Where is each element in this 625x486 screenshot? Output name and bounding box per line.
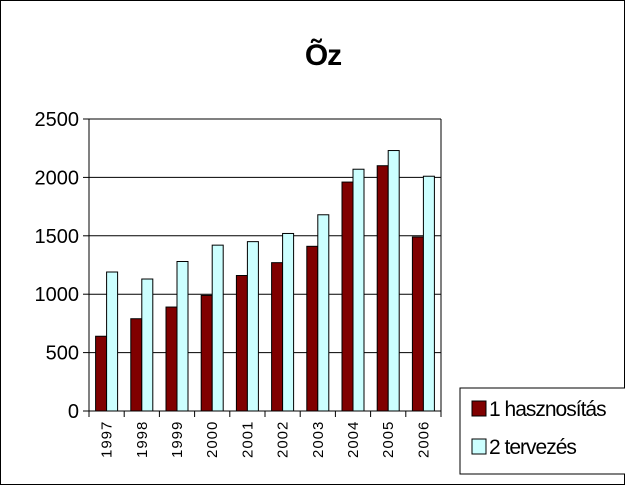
bar-1-hasznos-t-s-2006 bbox=[411, 236, 424, 412]
bar-1-hasznos-t-s-2000 bbox=[200, 294, 213, 412]
legend-label: 2 tervezés bbox=[489, 436, 576, 459]
y-tick-label: 2000 bbox=[35, 167, 80, 189]
legend: 1 hasznosítás 2 tervezés bbox=[459, 387, 625, 475]
x-tick-labels: 1997 1998 1999 2000 2001 2002 2003 2004 2005 2006 bbox=[99, 421, 433, 458]
bar-2-tervez-s-1998 bbox=[141, 278, 154, 412]
x-tick-label: 1999 bbox=[169, 421, 186, 458]
bar-2-tervez-s-2000 bbox=[211, 244, 224, 412]
y-tick-label: 0 bbox=[68, 401, 79, 423]
legend-box bbox=[459, 387, 625, 475]
y-tick-label: 1000 bbox=[35, 284, 80, 306]
bar-2-tervez-s-1997 bbox=[106, 271, 119, 412]
legend-swatch bbox=[471, 438, 487, 455]
bar-2-tervez-s-2003 bbox=[317, 214, 330, 412]
bars bbox=[95, 150, 435, 412]
x-tick-label: 1997 bbox=[99, 421, 116, 458]
bar-1-hasznos-t-s-2001 bbox=[235, 275, 248, 412]
bar-2-tervez-s-2006 bbox=[422, 175, 435, 412]
chart-title: Õz bbox=[305, 38, 341, 72]
axes bbox=[83, 118, 442, 417]
bar-1-hasznos-t-s-1999 bbox=[165, 306, 178, 412]
bar-1-hasznos-t-s-2003 bbox=[306, 245, 319, 412]
y-tick-label: 1500 bbox=[35, 226, 80, 248]
legend-label: 1 hasznosítás bbox=[489, 398, 606, 421]
legend-swatch bbox=[471, 400, 487, 417]
x-tick-label: 2001 bbox=[239, 421, 256, 458]
y-tick-labels: 0 500 1000 1500 2000 2500 bbox=[35, 109, 80, 423]
x-tick-label: 2003 bbox=[310, 421, 327, 458]
x-tick-label: 1998 bbox=[134, 421, 151, 458]
bar-1-hasznos-t-s-2005 bbox=[376, 165, 389, 412]
bar-1-hasznos-t-s-2004 bbox=[341, 181, 354, 412]
bar-2-tervez-s-1999 bbox=[176, 260, 189, 412]
bar-1-hasznos-t-s-2002 bbox=[271, 262, 284, 412]
bar-1-hasznos-t-s-1997 bbox=[95, 335, 108, 412]
bar-2-tervez-s-2001 bbox=[246, 241, 259, 412]
bar-2-tervez-s-2005 bbox=[387, 150, 400, 412]
bar-1-hasznos-t-s-1998 bbox=[130, 318, 143, 412]
x-tick-label: 2006 bbox=[415, 421, 432, 458]
bar-2-tervez-s-2002 bbox=[282, 232, 295, 412]
x-tick-label: 2005 bbox=[380, 421, 397, 458]
x-tick-label: 2004 bbox=[345, 421, 362, 458]
x-tick-label: 2002 bbox=[275, 421, 292, 458]
bar-2-tervez-s-2004 bbox=[352, 168, 365, 412]
x-tick-label: 2000 bbox=[204, 421, 221, 458]
y-tick-label: 2500 bbox=[35, 109, 80, 131]
y-tick-label: 500 bbox=[46, 343, 79, 365]
